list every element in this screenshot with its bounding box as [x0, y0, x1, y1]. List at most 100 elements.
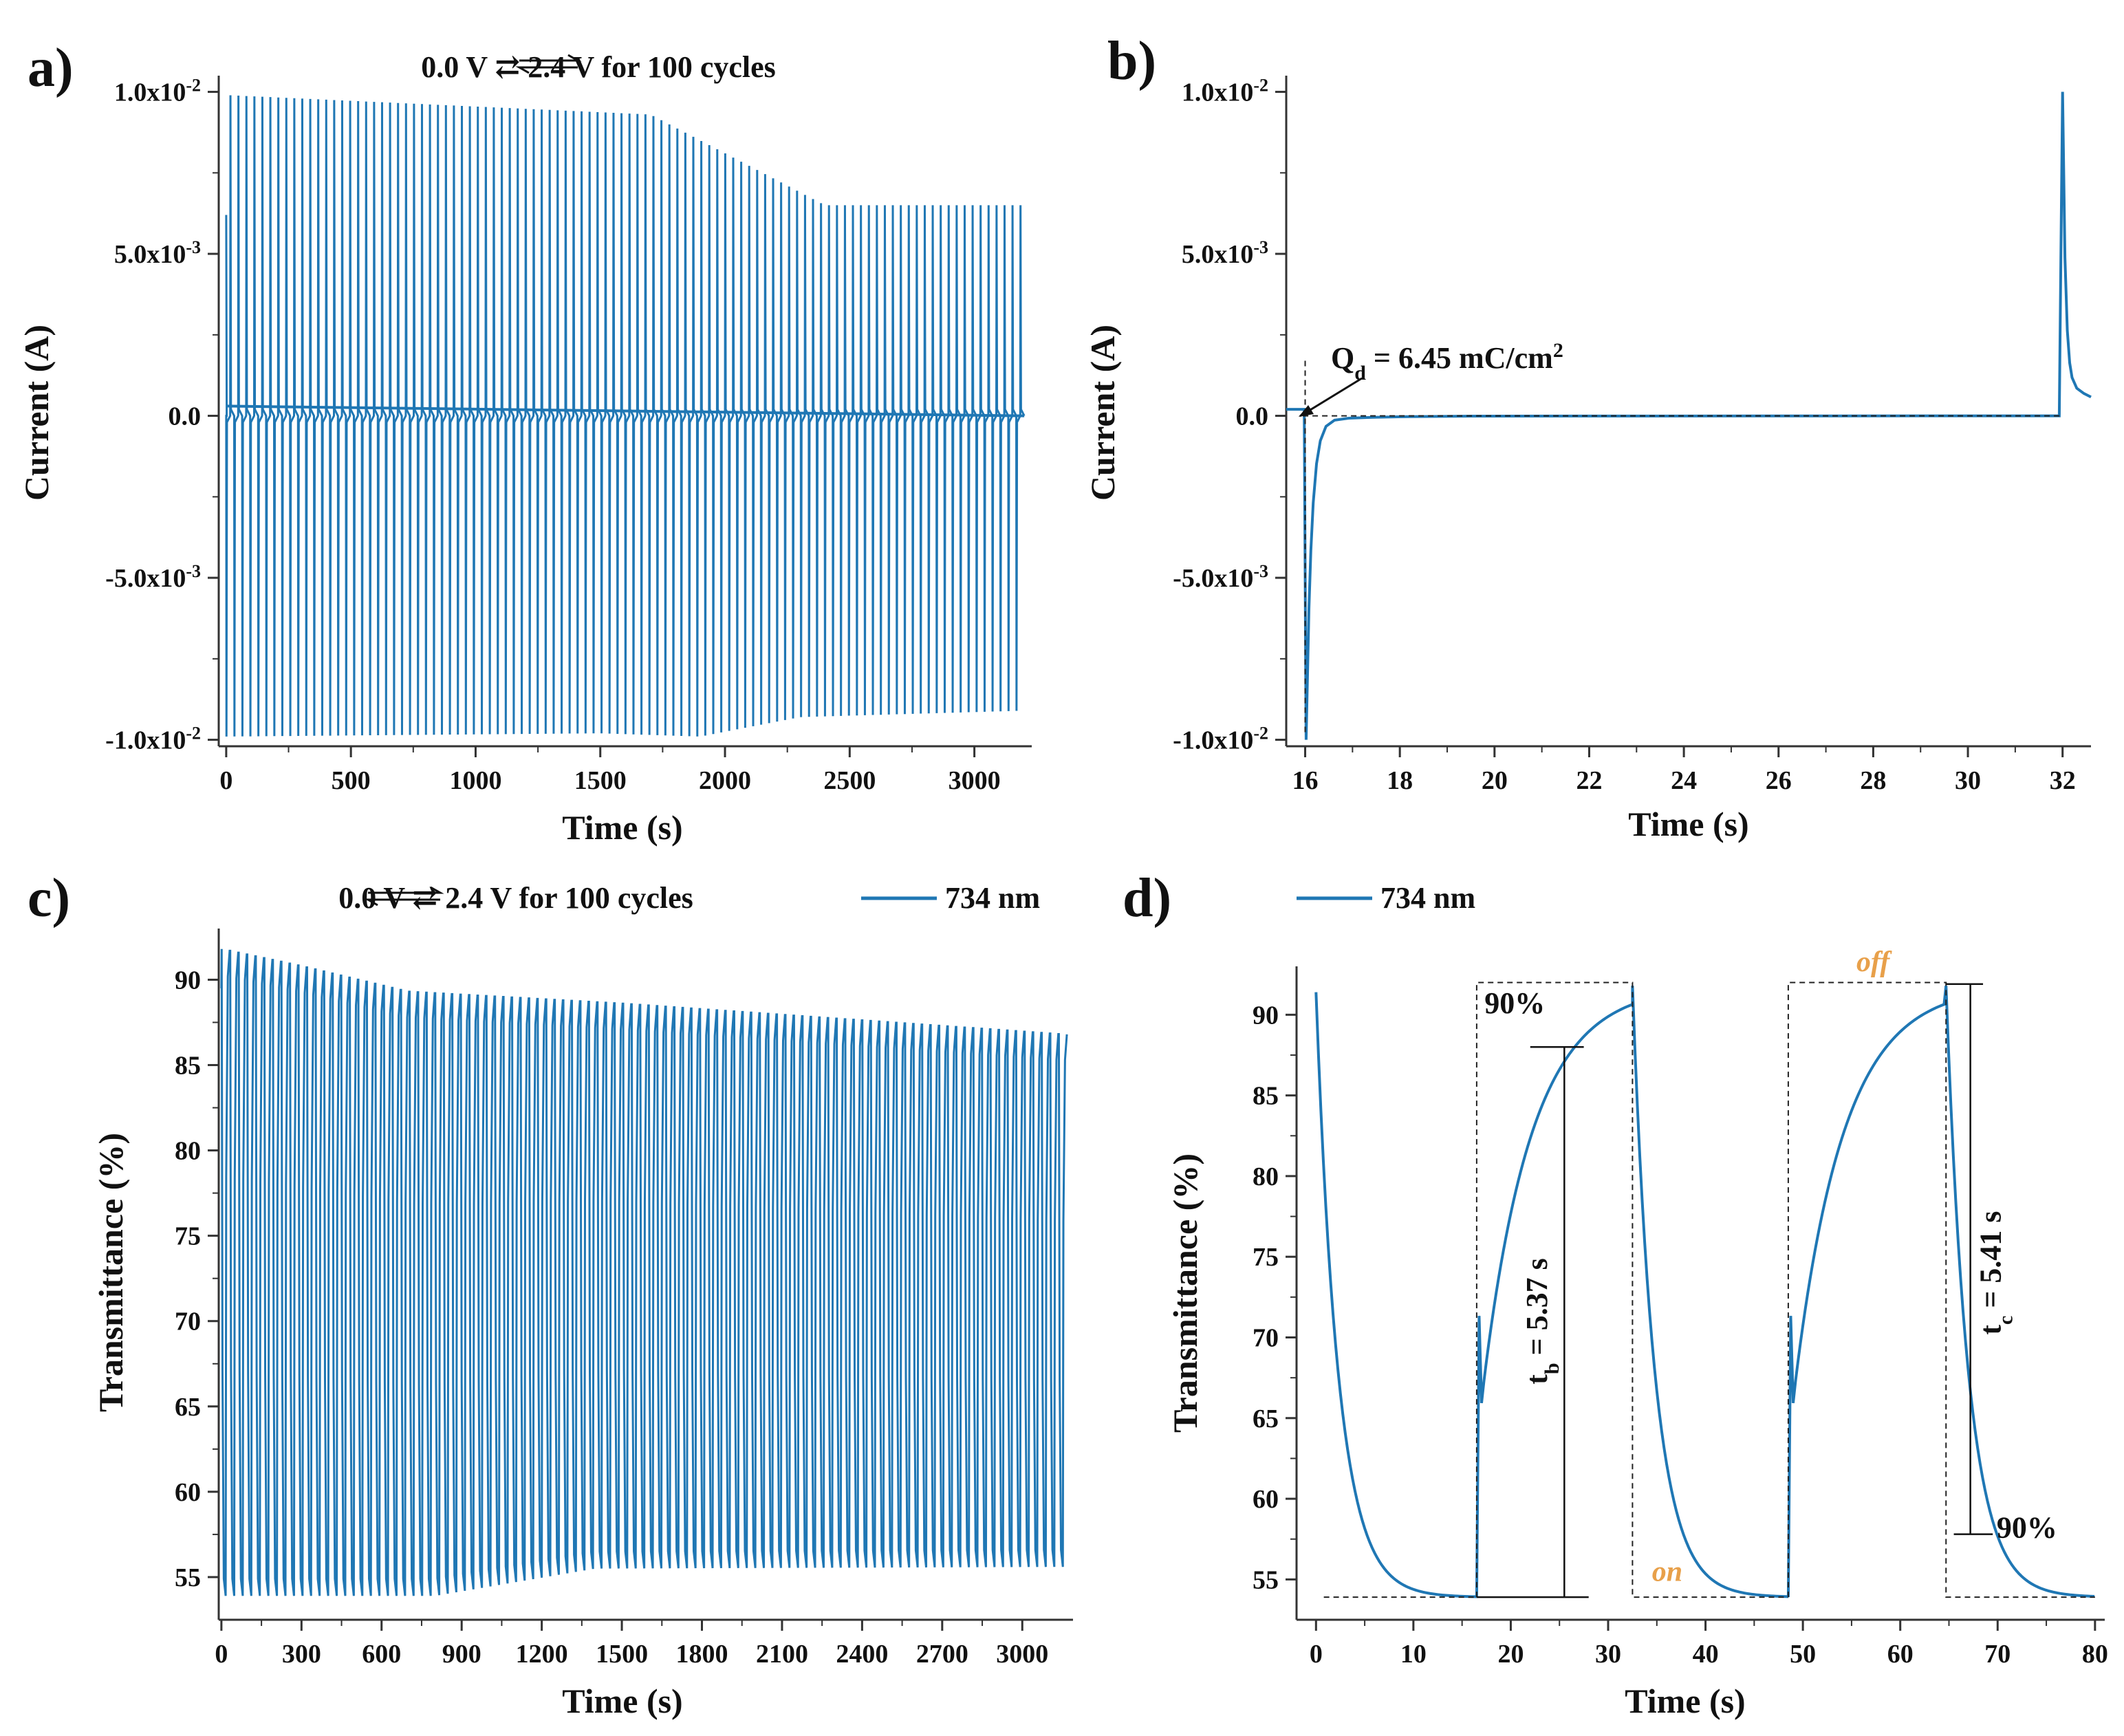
percent-90-bottom: 90% — [1997, 1510, 2057, 1544]
y-tick-label: 80 — [175, 1137, 201, 1166]
x-tick-label: 50 — [1790, 1640, 1816, 1669]
x-tick-label: 40 — [1693, 1640, 1719, 1669]
panel-label: d) — [1123, 868, 1171, 929]
y-tick-label: 0.0 — [169, 402, 202, 431]
x-tick-label: 60 — [1887, 1640, 1914, 1669]
x-tick-label: 18 — [1387, 766, 1413, 795]
x-tick-label: 10 — [1400, 1640, 1427, 1669]
y-tick-label: 60 — [175, 1478, 201, 1507]
x-tick-label: 2400 — [836, 1640, 888, 1669]
percent-90-top: 90% — [1484, 986, 1545, 1020]
x-tick-label: 28 — [1860, 766, 1886, 795]
x-axis-label: Time (s) — [562, 1682, 682, 1720]
off-label: off — [1856, 946, 1892, 978]
x-tick-label: 2000 — [699, 766, 751, 795]
y-tick-label: 75 — [175, 1222, 201, 1251]
y-tick-label: 1.0x10-2 — [1182, 75, 1268, 107]
x-tick-label: 600 — [362, 1640, 401, 1669]
y-tick-label: 90 — [1253, 1001, 1279, 1030]
chart-title: 0.0 V ⇄ 2.4 V for 100 cycles — [338, 881, 693, 915]
chart-b: 16 18 20 22 24 26 28 30 32 1.0x10-2 5.0x10-3 0.0 -5.… — [1083, 31, 2092, 843]
y-axis-label: Current (A) — [1083, 325, 1122, 501]
series-line-current — [225, 95, 1026, 737]
x-tick-label: 2100 — [756, 1640, 808, 1669]
on-label: on — [1652, 1556, 1682, 1588]
y-tick-label: -5.0x10-3 — [105, 561, 201, 594]
y-tick-label: 55 — [1253, 1565, 1279, 1594]
title-arrow-left — [515, 66, 578, 74]
x-tick-label: 0 — [1310, 1640, 1323, 1669]
tc-label: tc = 5.41 s — [1974, 1211, 2017, 1335]
panel-label: c) — [28, 868, 70, 929]
tb-label: tb = 5.37 s — [1520, 1258, 1563, 1385]
panel-label: a) — [28, 38, 74, 98]
y-tick-label: 5.0x10-3 — [1182, 237, 1268, 270]
y-tick-label: -1.0x10-2 — [105, 723, 201, 755]
x-tick-label: 1500 — [596, 1640, 648, 1669]
panel-label: b) — [1107, 31, 1156, 91]
x-tick-label: 24 — [1671, 766, 1697, 795]
x-tick-label: 80 — [2082, 1640, 2108, 1669]
annotation-arrow-head — [1299, 405, 1314, 417]
y-tick-label: 5.0x10-3 — [114, 237, 201, 270]
series-line-current — [1286, 91, 2092, 740]
y-tick-label: 55 — [175, 1563, 201, 1592]
y-tick-label: 70 — [1253, 1324, 1279, 1353]
x-tick-label: 20 — [1497, 1640, 1524, 1669]
title-arrow-left — [364, 898, 440, 907]
chart-d: 0 10 20 30 40 50 60 70 80 55 60 65 70 75 80 85 90 d) Time … — [1123, 868, 2108, 1720]
legend-label: 734 nm — [945, 881, 1040, 915]
step-dashed-line — [1475, 981, 1788, 1598]
x-axis-label: Time (s) — [1625, 1682, 1745, 1720]
chart-c: 0 300 600 900 1200 1500 1800 2100 2400 2700 3000 55… — [28, 868, 1073, 1720]
series-line-734nm — [1314, 985, 2095, 1598]
y-tick-label: 90 — [175, 966, 201, 995]
x-axis-label: Time (s) — [562, 808, 682, 847]
x-tick-label: 1800 — [676, 1640, 728, 1669]
x-tick-label: 16 — [1292, 766, 1319, 795]
x-tick-label: 0 — [219, 766, 232, 795]
x-tick-label: 900 — [442, 1640, 481, 1669]
y-tick-label: 75 — [1253, 1243, 1279, 1272]
title-arrow-right — [519, 54, 582, 62]
x-tick-label: 1200 — [516, 1640, 568, 1669]
x-tick-label: 3000 — [949, 766, 1001, 795]
y-tick-label: 0.0 — [1236, 402, 1269, 431]
y-tick-label: 1.0x10-2 — [114, 75, 201, 107]
x-tick-label: 32 — [2050, 766, 2076, 795]
x-tick-label: 300 — [282, 1640, 321, 1669]
baseline-line — [226, 404, 1025, 417]
y-axis-label: Current (A) — [17, 325, 56, 501]
y-axis-label: Transmittance (%) — [91, 1133, 130, 1412]
x-tick-label: 0 — [215, 1640, 228, 1669]
y-tick-label: 80 — [1253, 1162, 1279, 1191]
chart-title: 0.0 V ⇄ 2.4 V for 100 cycles — [421, 50, 776, 84]
x-tick-label: 1500 — [574, 766, 627, 795]
x-tick-label: 70 — [1984, 1640, 2011, 1669]
y-tick-label: -1.0x10-2 — [1173, 723, 1268, 755]
x-tick-label: 26 — [1766, 766, 1792, 795]
x-tick-label: 500 — [332, 766, 371, 795]
y-axis-label: Transmittance (%) — [1166, 1153, 1204, 1433]
x-tick-label: 1000 — [449, 766, 501, 795]
x-tick-label: 30 — [1955, 766, 1981, 795]
y-tick-label: 65 — [1253, 1404, 1279, 1433]
y-tick-label: 85 — [175, 1052, 201, 1081]
x-tick-label: 20 — [1482, 766, 1508, 795]
x-tick-label: 2500 — [823, 766, 876, 795]
x-axis-label: Time (s) — [1628, 805, 1748, 843]
x-tick-label: 3000 — [996, 1640, 1048, 1669]
legend-label: 734 nm — [1380, 881, 1475, 915]
y-tick-label: 65 — [175, 1393, 201, 1422]
y-tick-label: -5.0x10-3 — [1173, 561, 1268, 594]
step-dashed-line — [1787, 981, 2095, 1598]
title-arrow-right — [368, 886, 444, 894]
x-tick-label: 22 — [1576, 766, 1602, 795]
charge-annotation: Qd = 6.45 mC/cm2 — [1331, 339, 1563, 384]
x-tick-label: 2700 — [916, 1640, 968, 1669]
x-tick-label: 30 — [1595, 1640, 1621, 1669]
y-tick-label: 85 — [1253, 1082, 1279, 1111]
series-line-734nm — [220, 948, 1068, 1596]
y-tick-label: 70 — [175, 1308, 201, 1336]
